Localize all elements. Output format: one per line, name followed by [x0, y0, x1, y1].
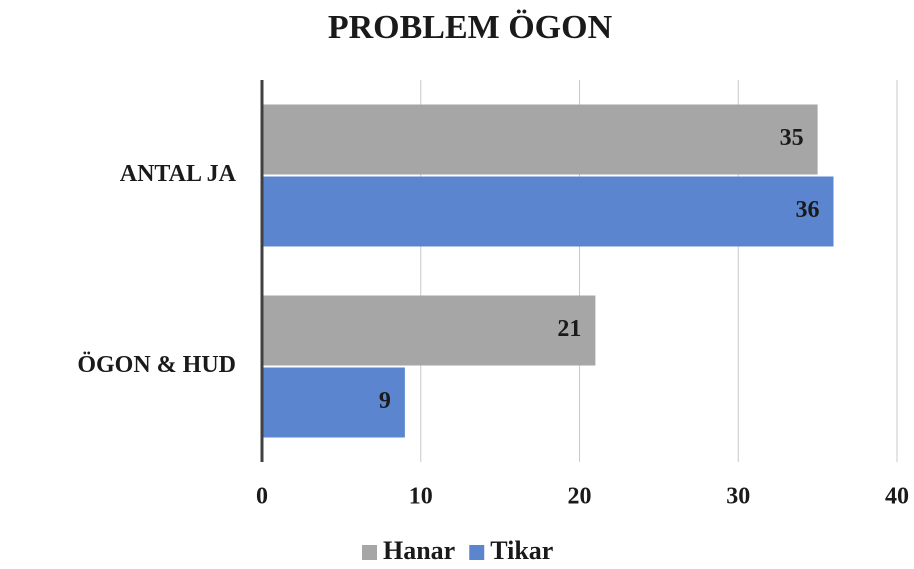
x-tick-label: 30 — [726, 484, 750, 510]
x-tick-label: 20 — [568, 484, 592, 510]
bar — [262, 176, 834, 247]
y-tick-label: ANTAL JA — [120, 161, 237, 187]
data-label: 9 — [379, 388, 391, 414]
y-tick-label: ÖGON & HUD — [77, 352, 236, 378]
legend-label: Hanar — [383, 536, 455, 565]
data-label: 21 — [557, 316, 581, 342]
data-label: 36 — [796, 197, 820, 223]
data-label: 35 — [780, 125, 804, 151]
x-tick-label: 10 — [409, 484, 433, 510]
x-tick-label: 0 — [256, 484, 268, 510]
bar — [262, 367, 405, 438]
legend-swatch — [362, 545, 377, 560]
legend-label: Tikar — [490, 536, 553, 565]
legend-swatch — [469, 545, 485, 560]
bar — [262, 104, 818, 175]
chart-title: PROBLEM ÖGON — [328, 9, 613, 46]
bar — [262, 295, 596, 366]
x-tick-label: 40 — [885, 484, 909, 510]
